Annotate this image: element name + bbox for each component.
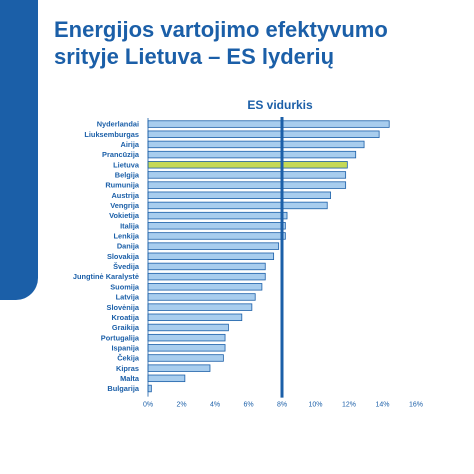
category-label: Graikija [112, 323, 140, 332]
bar [147, 252, 275, 260]
bar [147, 384, 152, 393]
x-tick-label: 14% [375, 402, 389, 409]
category-label: Suomija [110, 282, 140, 291]
category-label: Nyderlandai [97, 120, 139, 129]
category-label: Bulgarija [107, 384, 140, 393]
category-label: Kroatija [111, 313, 139, 322]
title-line-1: Energijos vartojimo efektyvumo [54, 17, 388, 42]
x-tick-label: 2% [176, 402, 186, 409]
category-label: Belgija [115, 171, 140, 180]
bar [147, 283, 263, 291]
category-label: Lenkija [114, 232, 140, 241]
category-label: Čekija [117, 354, 140, 363]
category-label: Kipras [116, 364, 139, 373]
bar [147, 120, 390, 128]
bar [147, 262, 266, 271]
category-label: Italija [120, 221, 140, 230]
category-label: Ispanija [111, 343, 139, 352]
bar [147, 171, 347, 179]
bar [147, 201, 328, 210]
eu-average-label: ES vidurkis [247, 98, 313, 112]
bar [147, 344, 226, 352]
category-label: Vokietija [109, 211, 140, 220]
category-label: Airija [121, 140, 140, 149]
bar [147, 191, 331, 199]
category-label: Jungtinė Karalystė [73, 272, 139, 281]
bar [147, 333, 226, 342]
bar [147, 374, 186, 383]
bar [147, 313, 243, 322]
title-line-2: srityje Lietuva – ES lyderių [54, 44, 335, 69]
category-label: Danija [117, 242, 140, 251]
x-tick-label: 6% [243, 402, 253, 409]
category-label: Slovakija [107, 252, 140, 261]
bar [147, 232, 286, 240]
bar [147, 161, 348, 169]
bar [147, 222, 286, 230]
category-label: Slovėnija [107, 303, 140, 312]
bar [147, 130, 380, 138]
x-tick-label: 12% [342, 402, 356, 409]
category-label: Portugalija [101, 333, 140, 342]
category-label: Vengrija [110, 201, 140, 210]
bar [147, 364, 211, 372]
category-label: Austrija [111, 191, 139, 200]
category-label: Prancūzija [102, 150, 140, 159]
x-tick-label: 8% [277, 402, 287, 409]
bar [147, 150, 357, 159]
bar [147, 181, 347, 189]
category-label: Latvija [116, 293, 140, 302]
bar [147, 272, 266, 281]
category-label: Malta [120, 374, 140, 383]
bar [147, 303, 253, 311]
page-title: Energijos vartojimo efektyvumo srityje L… [54, 16, 454, 70]
bar [147, 242, 280, 250]
category-label: Liuksemburgas [84, 130, 139, 139]
bar [147, 354, 224, 362]
category-label: Lietuva [113, 160, 140, 169]
x-tick-label: 4% [210, 402, 220, 409]
bar [147, 293, 256, 301]
x-tick-label: 16% [409, 402, 423, 409]
category-label: Rumunija [105, 181, 140, 190]
bar [147, 140, 365, 149]
bar [147, 323, 229, 332]
x-tick-label: 10% [308, 402, 322, 409]
category-label: Švedija [113, 262, 140, 271]
x-tick-label: 0% [143, 402, 153, 409]
side-accent-tab [0, 0, 38, 300]
bar [147, 211, 288, 220]
